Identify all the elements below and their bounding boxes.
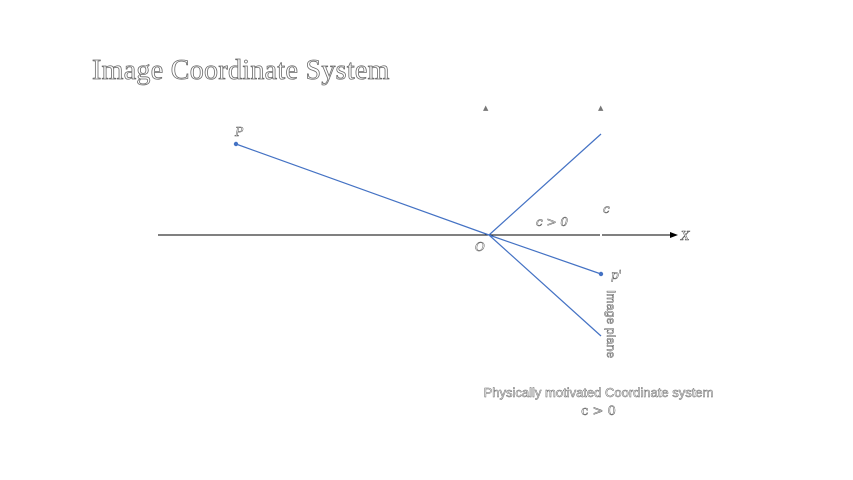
image-plane-label: Image plane xyxy=(604,290,619,359)
slide-title: Image Coordinate System xyxy=(92,55,390,87)
scene-point-marker xyxy=(233,141,239,147)
triangle-glyph-right: ▲ xyxy=(598,104,604,112)
fov-upper-line xyxy=(488,133,602,236)
caption: Physically motivated Coordinate system xyxy=(483,385,714,401)
ray-p-to-origin xyxy=(235,143,490,236)
scene-point-label: P xyxy=(234,125,244,139)
x-axis-label: X xyxy=(680,229,690,243)
fov-lower-line xyxy=(488,234,602,337)
focal-condition-label: c > 0 xyxy=(536,215,568,229)
caption-condition: c > 0 xyxy=(581,404,616,420)
image-point-label: p' xyxy=(611,268,622,282)
image-point-marker xyxy=(598,271,604,277)
x-axis-arrowhead xyxy=(670,232,678,238)
origin-label: O xyxy=(475,240,485,254)
intercept-label: c xyxy=(603,202,610,216)
triangle-glyph-left: ▲ xyxy=(483,104,489,112)
ray-origin-to-p-prime xyxy=(488,234,602,275)
